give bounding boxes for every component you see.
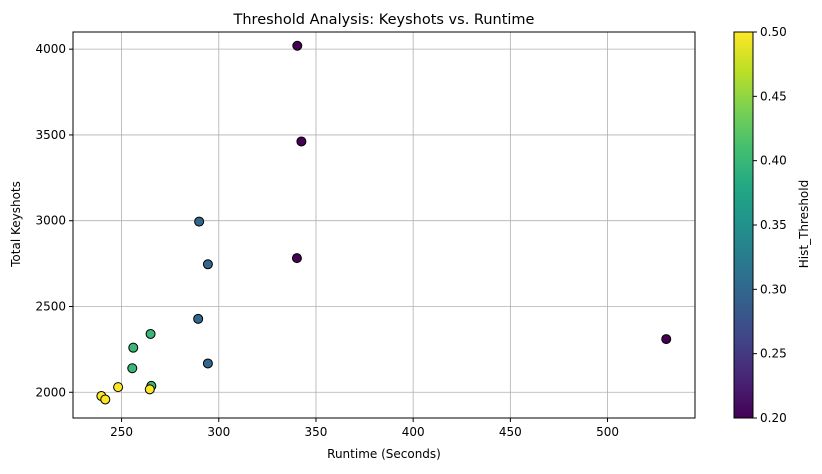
colorbar-tick-label: 0.45 bbox=[760, 89, 787, 103]
colorbar bbox=[733, 31, 754, 419]
y-axis-label: Total Keyshots bbox=[9, 181, 23, 268]
scatter-point bbox=[194, 216, 205, 227]
colorbar-tick-label: 0.20 bbox=[760, 411, 787, 425]
colorbar-tick-label: 0.50 bbox=[760, 25, 787, 39]
scatter-point bbox=[296, 136, 307, 147]
colorbar-tick-label: 0.30 bbox=[760, 282, 787, 296]
colorbar-ticks: 0.20 0.25 0.30 0.35 0.40 0.45 0.50 bbox=[753, 25, 787, 425]
x-tick-label: 500 bbox=[596, 425, 619, 439]
y-tick-label: 4000 bbox=[35, 42, 66, 56]
scatter-point bbox=[127, 363, 138, 374]
scatter-point bbox=[144, 384, 155, 395]
colorbar-tick-label: 0.40 bbox=[760, 154, 787, 168]
scatter-point bbox=[292, 40, 303, 51]
y-tick-label: 3000 bbox=[35, 214, 66, 228]
chart-title: Threshold Analysis: Keyshots vs. Runtime bbox=[233, 12, 535, 28]
scatter-point bbox=[202, 358, 213, 369]
x-tick-label: 250 bbox=[110, 425, 133, 439]
x-tick-label: 350 bbox=[305, 425, 328, 439]
colorbar-tick-label: 0.35 bbox=[760, 218, 787, 232]
x-tick-label: 400 bbox=[402, 425, 425, 439]
colorbar-tick-label: 0.25 bbox=[760, 347, 787, 361]
x-tick-label: 300 bbox=[207, 425, 230, 439]
scatter-point bbox=[100, 394, 111, 405]
x-tick-label: 450 bbox=[499, 425, 522, 439]
y-tick-label: 2000 bbox=[35, 385, 66, 399]
scatter-point bbox=[291, 253, 302, 264]
grid-layer bbox=[73, 32, 695, 418]
scatter-point bbox=[113, 382, 124, 393]
scatter-point bbox=[661, 334, 672, 345]
scatter-point bbox=[145, 328, 156, 339]
scatter-point bbox=[128, 342, 139, 353]
ticks-layer: 250 300 350 400 450 500 2000 2500 3000 3500 4000 bbox=[35, 42, 619, 439]
x-axis-label: Runtime (Seconds) bbox=[327, 447, 441, 461]
points-layer bbox=[96, 40, 672, 405]
scatter-point bbox=[193, 313, 204, 324]
y-tick-label: 3500 bbox=[35, 128, 66, 142]
colorbar-label: Hist_Threshold bbox=[797, 180, 811, 268]
y-tick-label: 2500 bbox=[35, 299, 66, 313]
plot-frame bbox=[72, 31, 696, 419]
scatter-point bbox=[202, 259, 213, 270]
